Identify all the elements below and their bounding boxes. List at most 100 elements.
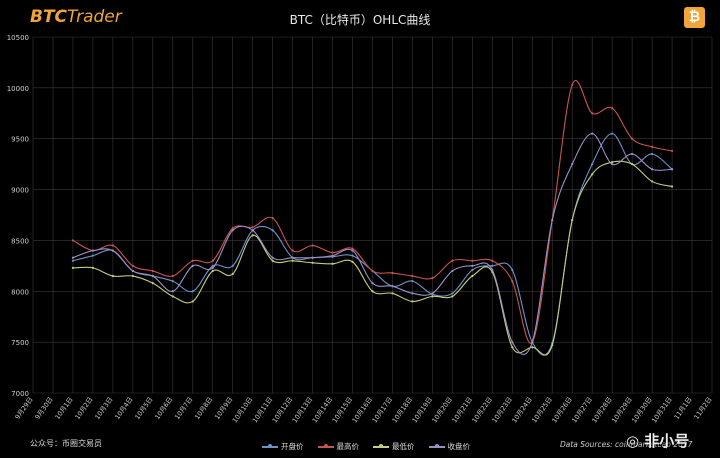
data-point-low	[531, 346, 534, 349]
data-point-open	[411, 280, 414, 283]
data-point-low	[511, 346, 514, 349]
logo: BTCTrader	[30, 7, 122, 27]
data-point-close	[351, 249, 354, 252]
data-point-high	[371, 269, 374, 273]
y-tick-label: 10000	[7, 85, 29, 93]
x-tick-label: 10月7日	[173, 396, 194, 421]
data-point-low	[131, 274, 134, 278]
data-point-close	[91, 249, 95, 252]
data-point-low	[571, 218, 574, 222]
data-point-low	[631, 163, 634, 166]
x-tick-label: 10月31日	[650, 396, 674, 425]
legend-label: 最高价	[336, 442, 360, 451]
x-tick-label: 10月6日	[153, 396, 174, 421]
data-point-close	[670, 168, 674, 171]
y-axis: 7000 7500 8000 8500 9000 9500 10000 10500	[7, 34, 29, 398]
data-point-close	[411, 292, 414, 295]
x-tick-label: 10月3日	[93, 396, 114, 421]
x-tick-label: 11月1日	[673, 396, 694, 421]
data-point-close	[251, 229, 254, 232]
data-point-high	[391, 271, 394, 275]
y-tick-label: 8500	[11, 237, 29, 245]
data-point-low	[251, 234, 254, 237]
data-point-high	[331, 251, 334, 254]
footer-data-source: Data Sources: coinmarketcap 2017	[560, 440, 693, 449]
logo-prefix: BTC	[30, 7, 68, 27]
x-tick-label: 11月2日	[693, 396, 714, 421]
bitcoin-icon: ₿	[684, 7, 705, 28]
data-point-high	[351, 247, 354, 250]
data-point-low	[191, 300, 194, 303]
data-point-high	[271, 216, 274, 220]
legend-item-low[interactable]: 最低价	[373, 441, 415, 452]
data-point-close	[471, 264, 474, 267]
legend-item-close[interactable]: 收盘价	[428, 441, 471, 452]
legend-label: 收盘价	[447, 442, 471, 451]
data-point-close	[551, 218, 554, 222]
data-point-close	[451, 269, 454, 273]
y-tick-label: 8000	[11, 288, 29, 296]
data-point-close	[231, 229, 234, 232]
data-point-open	[231, 264, 234, 267]
data-point-high	[211, 259, 214, 262]
data-point-low	[331, 262, 334, 265]
data-point-close	[71, 256, 75, 259]
x-tick-label: 9月30日	[33, 396, 54, 421]
x-tick-label: 10月4日	[113, 396, 134, 421]
y-tick-label: 7500	[11, 339, 29, 347]
data-point-close	[531, 341, 534, 344]
data-point-open	[611, 132, 614, 135]
data-point-close	[291, 256, 294, 259]
data-point-close	[331, 254, 334, 257]
data-point-open	[351, 254, 354, 257]
legend-item-open[interactable]: 开盘价	[262, 441, 304, 452]
data-point-low	[351, 260, 354, 263]
x-axis: 9月29日9月30日10月1日10月2日10月3日10月4日10月5日10月6日…	[14, 396, 714, 425]
data-point-open	[650, 152, 654, 156]
data-point-close	[111, 249, 114, 252]
data-point-open	[491, 264, 494, 267]
series-layer	[71, 80, 674, 356]
legend-swatch	[428, 443, 445, 448]
legend: 开盘价 最高价 最低价 收盘价	[262, 441, 470, 452]
data-point-close	[391, 285, 394, 288]
data-point-high	[111, 244, 114, 247]
data-point-close	[571, 163, 574, 166]
data-point-close	[271, 256, 274, 259]
legend-label: 最低价	[392, 442, 415, 451]
data-point-low	[670, 185, 674, 188]
data-point-high	[171, 274, 174, 278]
data-point-high	[291, 249, 294, 252]
legend-item-high[interactable]: 最高价	[317, 441, 360, 452]
data-point-low	[371, 290, 374, 293]
data-point-high	[231, 227, 234, 230]
x-tick-label: 10月2日	[73, 396, 94, 421]
data-point-low	[591, 173, 594, 176]
data-point-high	[431, 276, 434, 280]
legend-swatch	[317, 443, 334, 448]
data-point-close	[431, 292, 434, 295]
y-tick-label: 9500	[11, 136, 29, 144]
data-point-open	[271, 229, 274, 232]
data-point-close	[491, 268, 494, 272]
data-point-close	[131, 269, 134, 273]
data-point-high	[131, 264, 134, 267]
data-point-low	[91, 266, 95, 269]
data-point-open	[511, 268, 514, 272]
x-tick-label: 10月8日	[193, 396, 214, 421]
data-point-open	[171, 280, 174, 283]
data-point-close	[311, 256, 314, 259]
data-point-high	[251, 226, 254, 229]
footer-source-account: 公众号：币圈交易员	[30, 439, 102, 448]
data-point-low	[271, 259, 274, 262]
legend-label: 开盘价	[281, 442, 304, 451]
y-tick-label: 10500	[7, 34, 29, 42]
data-point-close	[171, 290, 174, 293]
data-point-low	[71, 266, 75, 269]
data-point-low	[391, 292, 394, 295]
data-point-close	[371, 282, 374, 285]
data-point-low	[291, 259, 294, 262]
data-point-close	[151, 274, 154, 278]
data-point-high	[511, 280, 514, 283]
data-point-close	[611, 163, 614, 166]
